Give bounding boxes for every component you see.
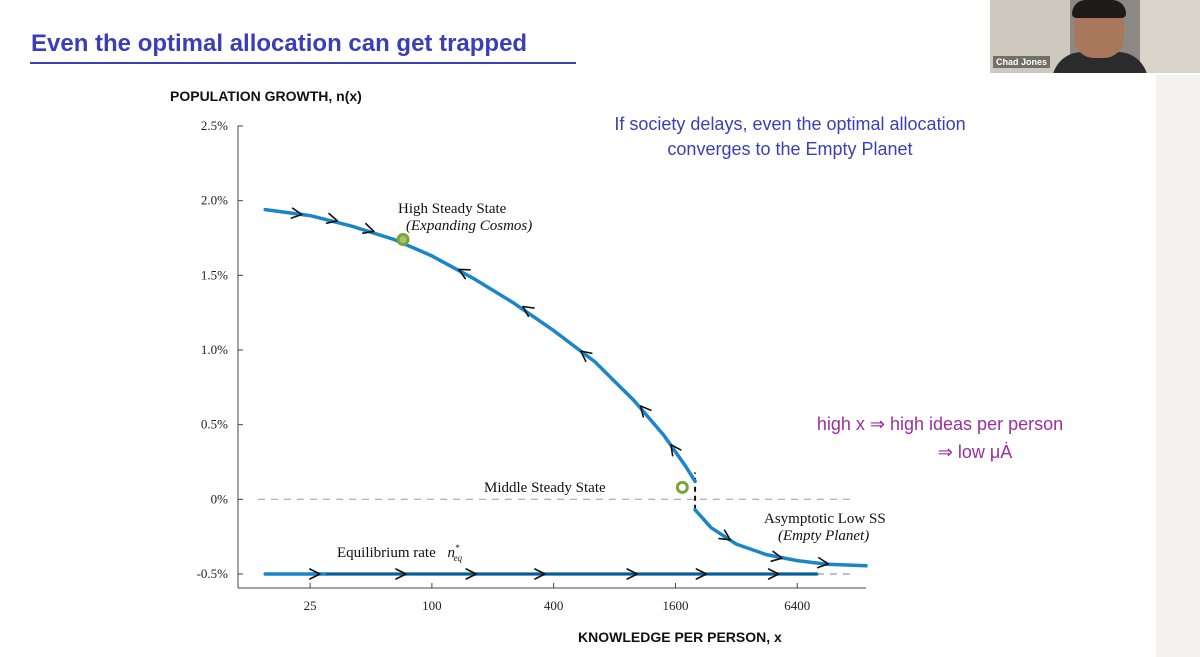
direction-arrow [816,556,829,569]
equilibrium-rate-label: Equilibrium rate n*eq [337,543,462,563]
high-ss-subtitle: (Expanding Cosmos) [406,218,533,234]
x-axis-title: KNOWLEDGE PER PERSON, x [578,629,782,645]
equilibrium-rate-text: Equilibrium rate [337,545,436,561]
arrow-head [458,268,471,280]
arrow-head [290,207,303,219]
direction-arrow [770,550,783,562]
presenter-shoulders [1052,52,1148,73]
direction-arrow [670,443,682,457]
arrow-head [816,556,829,569]
presenter-name-label: Chad Jones [993,56,1051,68]
direction-arrow [695,568,708,580]
high-ss-title: High Steady State [398,201,507,217]
equilibrium-rate-symbol: n*eq [447,543,462,563]
direction-arrow [325,212,339,225]
x-tick-label: 400 [544,598,564,613]
direction-arrow [580,350,593,363]
x-tick-label: 6400 [784,598,810,613]
y-tick-label: 2.5% [201,118,228,133]
low-ss-title: Asymptotic Low SS [764,511,886,527]
low-steady-state-label: Asymptotic Low SS (Empty Planet) [764,511,886,545]
arrow-head [534,568,546,580]
delay-note-line-1: If society delays, even the optimal allo… [614,114,966,134]
video-background-shelf [1140,0,1200,73]
y-tick-label: -0.5% [197,566,229,581]
direction-arrows [290,207,829,580]
direction-arrow [290,207,303,219]
y-tick-label: 2.0% [201,193,228,208]
y-axis-title: POPULATION GROWTH, n(x) [170,88,362,104]
y-tick-label: 0% [211,491,229,506]
direction-arrow [458,268,471,280]
arrow-head [695,568,708,580]
slide-title: Even the optimal allocation can get trap… [31,30,528,57]
arrow-head [626,568,639,580]
arrow-head [670,443,682,457]
arrow-head [395,568,407,580]
high-steady-state-label: High Steady State (Expanding Cosmos) [398,201,532,235]
y-tick-label: 1.0% [201,342,228,357]
y-tick-label: 1.5% [201,267,228,282]
low-ss-subtitle: (Empty Planet) [778,528,870,544]
direction-arrow [767,568,780,580]
high-steady-state-marker [396,232,410,246]
arrow-head [639,405,652,418]
x-tick-label: 25 [304,598,317,613]
direction-arrow [718,529,732,541]
x-tick-label: 1600 [662,598,688,613]
delay-note-line-2: converges to the Empty Planet [667,139,913,159]
direction-arrow [534,568,546,580]
optimal-upper-branch-line [263,207,697,484]
steady-state-markers [396,232,689,494]
presenter-hair [1072,0,1126,18]
arrow-head [325,212,339,225]
axes-group: -0.5% 0% 0.5% 1.0% 1.5% 2.0% 2.5% 25 100 400 1600 6… [197,118,866,613]
ideas-note-line-2: ⇒ low μȦ [937,442,1013,462]
middle-steady-state-label: Middle Steady State [484,480,606,496]
arrow-head [770,550,783,562]
presenter-video[interactable]: Chad Jones [990,0,1200,73]
direction-arrow [522,305,535,318]
x-tick-label: 100 [422,598,442,613]
arrow-head [580,350,593,363]
direction-arrow [465,568,478,580]
y-tick-label: 0.5% [201,417,228,432]
ideas-note: high x ⇒ high ideas per person ⇒ low μȦ [770,410,1110,466]
direction-arrow [362,222,375,234]
direction-arrow [639,405,652,418]
delay-note: If society delays, even the optimal allo… [560,112,1020,162]
ideas-note-line-1: high x ⇒ high ideas per person [816,414,1064,434]
arrow-head [309,568,321,580]
arrow-head [767,568,780,580]
arrow-head [718,529,732,541]
right-side-strip [1156,75,1200,657]
direction-arrow [309,568,321,580]
arrow-head [465,568,478,580]
direction-arrow [626,568,639,580]
middle-steady-state-marker [675,480,689,494]
direction-arrow [395,568,407,580]
video-background-wall [990,0,1070,73]
arrow-head [362,222,375,234]
title-underline [30,62,576,64]
arrow-head [522,305,535,318]
